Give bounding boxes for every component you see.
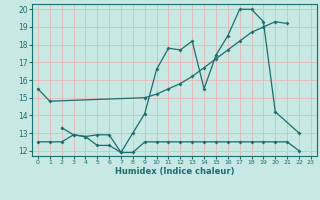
X-axis label: Humidex (Indice chaleur): Humidex (Indice chaleur)	[115, 167, 234, 176]
